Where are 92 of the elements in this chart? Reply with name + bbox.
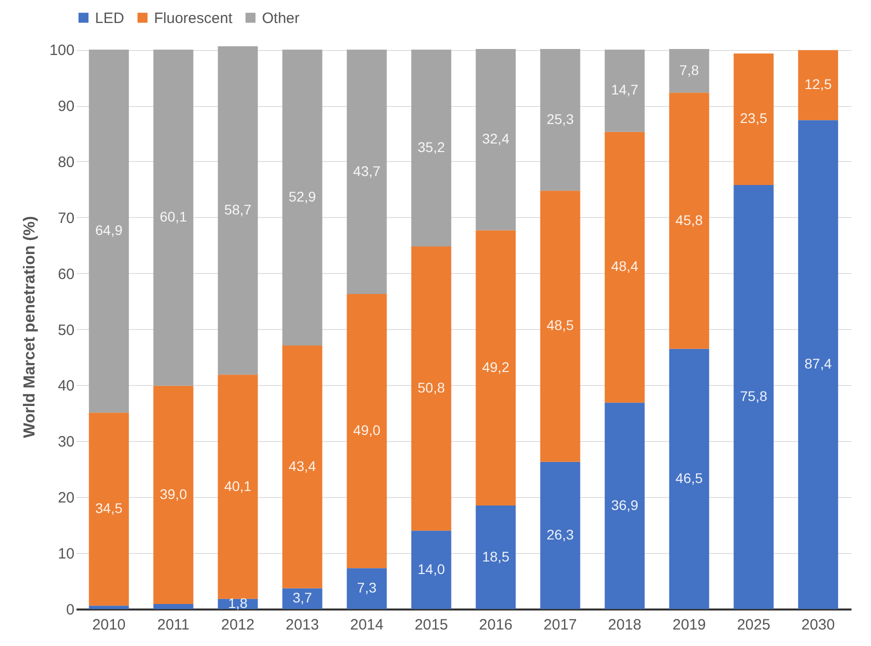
bar	[604, 402, 645, 609]
x-tick-label: 2019	[672, 616, 706, 634]
data-label: 25,3	[546, 110, 574, 127]
y-axis-title: World Marcet penetration (%)	[21, 216, 38, 438]
data-label: 32,4	[482, 130, 510, 147]
data-label: 7,3	[357, 580, 377, 596]
bar	[734, 54, 774, 185]
data-label: 23,5	[740, 110, 768, 126]
x-tick-label: 2016	[479, 616, 512, 634]
data-label: 64,9	[95, 222, 123, 238]
bar	[669, 348, 710, 609]
bar	[540, 190, 580, 462]
x-tick-label: 2018	[608, 616, 642, 634]
y-tick-label: 0	[66, 602, 74, 618]
bar	[476, 230, 516, 506]
data-label: 87,4	[804, 356, 832, 372]
data-label: 1,8	[228, 594, 248, 611]
data-label: 7,8	[679, 62, 700, 78]
bar	[88, 50, 129, 413]
bar	[282, 50, 322, 346]
data-label: 75,8	[740, 388, 768, 404]
y-tick-label: 100	[49, 42, 74, 60]
bar	[153, 604, 194, 609]
bar	[346, 294, 387, 568]
bar	[476, 49, 516, 230]
data-label: 43,4	[288, 458, 316, 474]
legend-label: LED	[95, 10, 124, 27]
data-label: 45,8	[676, 212, 703, 228]
data-label: 48,4	[611, 258, 639, 274]
data-label: 46,5	[676, 470, 703, 486]
bar	[476, 506, 516, 609]
bar	[411, 50, 452, 247]
bar	[153, 386, 194, 604]
x-tick-label: 2014	[350, 616, 384, 634]
data-label: 40,1	[224, 478, 252, 494]
data-label: 52,9	[288, 188, 316, 205]
x-tick-label: 2017	[544, 616, 577, 634]
bar	[218, 374, 258, 599]
bar	[798, 50, 838, 120]
bar	[734, 184, 774, 609]
bar	[669, 92, 710, 349]
data-label: 14,7	[611, 82, 639, 98]
data-label: 18,5	[482, 548, 510, 564]
bar	[88, 412, 129, 606]
data-label: 49,0	[353, 422, 381, 438]
bar	[798, 120, 838, 609]
data-label: 43,7	[353, 162, 381, 179]
data-label: 3,7	[292, 590, 312, 606]
y-tick-label: 40	[58, 378, 74, 395]
bar	[540, 49, 580, 191]
x-tick-label: 2025	[736, 616, 770, 634]
legend-label: Other	[262, 10, 300, 27]
bar	[282, 588, 322, 609]
x-tick-label: 2015	[414, 616, 448, 634]
data-label: 35,2	[418, 139, 446, 156]
x-tick-label: 2030	[801, 616, 835, 634]
bar	[411, 530, 452, 609]
bar	[604, 50, 645, 132]
data-label: 49,2	[482, 358, 510, 375]
data-label: 12,5	[804, 76, 832, 92]
data-label: 48,5	[546, 317, 574, 334]
y-tick-label: 10	[58, 546, 74, 563]
y-tick-label: 60	[58, 266, 74, 283]
data-label: 50,8	[418, 380, 446, 396]
data-label: 34,5	[95, 500, 123, 516]
x-tick-label: 2010	[92, 616, 126, 634]
bar	[669, 49, 710, 93]
bar	[540, 462, 580, 609]
data-label: 60,1	[160, 208, 188, 225]
x-tick-label: 2012	[221, 616, 255, 634]
bar	[411, 246, 452, 531]
bar	[346, 50, 387, 294]
data-label: 14,0	[418, 560, 446, 577]
bar	[604, 132, 645, 403]
data-label: 58,7	[224, 201, 252, 218]
bar	[282, 346, 322, 588]
data-label: 26,3	[546, 526, 574, 542]
legend-label: Fluorescent	[154, 10, 234, 27]
x-tick-label: 2011	[157, 616, 190, 634]
bar	[88, 606, 129, 609]
y-tick-label: 30	[58, 434, 74, 451]
bar	[218, 46, 258, 375]
x-tick-label: 2013	[286, 616, 319, 634]
bar	[153, 50, 194, 386]
data-label: 36,9	[611, 496, 639, 513]
y-tick-label: 80	[58, 154, 74, 171]
bar	[346, 568, 387, 609]
y-tick-label: 70	[58, 210, 74, 227]
y-tick-label: 20	[58, 490, 74, 507]
y-tick-label: 50	[58, 322, 74, 339]
data-label: 39,0	[160, 486, 188, 502]
y-tick-label: 90	[58, 98, 74, 116]
